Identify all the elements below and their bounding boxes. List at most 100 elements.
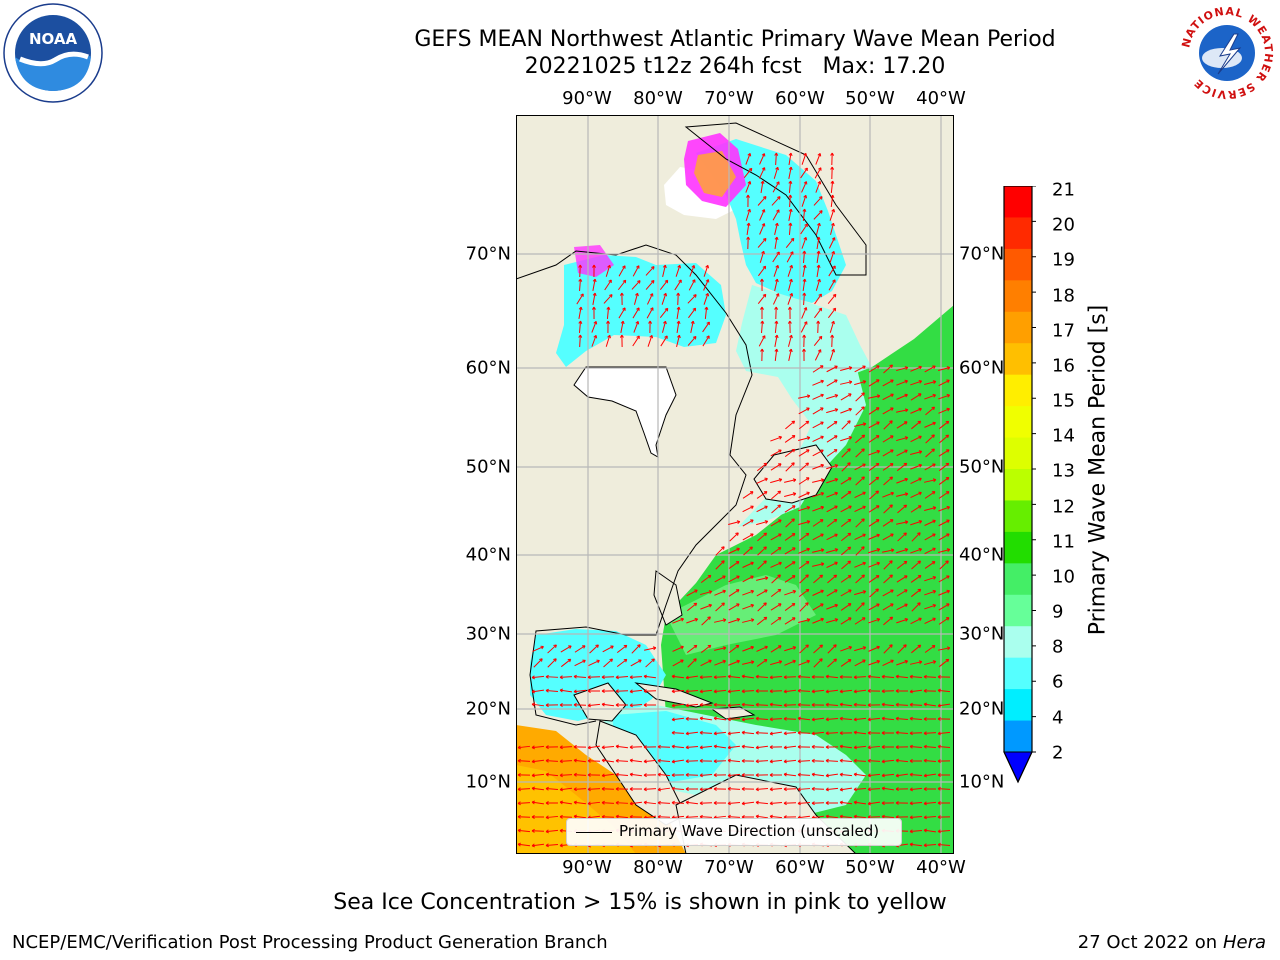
wave-arrow-head: [847, 420, 851, 424]
wave-arrow: [727, 703, 741, 707]
wave-arrow-head: [876, 603, 880, 607]
wave-arrow: [797, 788, 811, 790]
wave-arrow: [854, 423, 866, 427]
wave-arrow-head: [671, 703, 676, 708]
wave-arrow: [910, 588, 922, 598]
wave-arrow-head: [690, 320, 695, 325]
wave-arrow: [896, 575, 908, 583]
wave-arrow: [532, 646, 544, 652]
gulf-stream-band: [666, 575, 816, 655]
wave-arrow-head: [890, 659, 894, 664]
wave-arrow-head: [517, 772, 521, 777]
wave-arrow-head: [677, 264, 682, 269]
wave-arrow: [826, 365, 838, 373]
wave-arrow-head: [595, 644, 599, 648]
wave-arrow-head: [811, 689, 815, 694]
wave-arrow: [896, 436, 908, 442]
wave-arrow: [868, 435, 880, 443]
wave-arrow: [938, 420, 950, 430]
wave-arrow: [704, 306, 708, 320]
wave-arrow-head: [946, 449, 950, 453]
wave-arrow-head: [694, 617, 699, 622]
wave-arrow-head: [622, 265, 626, 269]
wave-arrow: [713, 731, 727, 735]
wave-arrow: [798, 588, 810, 598]
wave-arrow-head: [791, 420, 796, 425]
wave-arrow: [728, 603, 740, 611]
wave-arrow-head: [531, 843, 535, 848]
wave-arrow: [545, 773, 559, 777]
wave-arrow: [867, 788, 881, 790]
wave-arrow: [816, 236, 820, 250]
wave-arrow: [895, 704, 909, 706]
wave-arrow: [713, 704, 727, 706]
wave-arrow-head: [806, 659, 810, 664]
wave-arrow: [587, 745, 601, 749]
wave-arrow: [840, 381, 852, 385]
wave-arrow: [814, 167, 822, 179]
wave-arrow-head: [825, 758, 829, 763]
wave-arrow: [798, 506, 810, 512]
wave-arrow: [909, 689, 923, 693]
wave-arrow: [938, 575, 950, 583]
wave-arrow-head: [792, 646, 797, 650]
wave-arrow-head: [904, 393, 908, 398]
wave-arrow: [760, 180, 764, 194]
wave-arrow: [788, 167, 792, 179]
wave-arrow-head: [805, 602, 809, 606]
wave-arrow: [813, 644, 823, 654]
wave-arrow-head: [601, 800, 605, 805]
wave-arrow: [798, 449, 810, 457]
wave-arrow: [925, 448, 935, 458]
wave-arrow: [685, 801, 699, 805]
lat-tick-right-10n: 10°N: [959, 771, 1005, 793]
wave-arrow-head: [861, 448, 865, 452]
wave-arrow-head: [867, 674, 871, 679]
wave-arrow-head: [671, 773, 675, 778]
wave-arrow: [911, 602, 921, 612]
wave-arrow: [643, 788, 657, 790]
wave-arrow-head: [853, 745, 857, 750]
wave-arrow-head: [629, 772, 633, 777]
wave-arrow-head: [676, 306, 681, 311]
wave-arrow: [853, 731, 867, 735]
wave-arrow-head: [904, 520, 909, 525]
wave-arrow: [727, 731, 741, 735]
wave-arrow: [896, 618, 908, 624]
wave-arrow-head: [791, 462, 795, 466]
wave-arrow-head: [699, 689, 703, 694]
wave-arrow: [854, 380, 866, 386]
wave-arrow-head: [923, 702, 928, 707]
wave-arrow: [573, 759, 587, 763]
wave-arrow: [727, 788, 741, 790]
wave-arrow: [685, 760, 699, 762]
wave-arrow-head: [932, 617, 936, 622]
wave-arrow: [812, 380, 824, 386]
wave-arrow: [629, 689, 643, 693]
wave-arrow-head: [727, 758, 731, 763]
wave-arrow: [686, 618, 698, 624]
colorbar-tick-20: 20: [1052, 214, 1075, 236]
wave-arrow-head: [685, 745, 689, 750]
wave-arrow: [531, 843, 545, 847]
wave-arrow-head: [637, 644, 641, 648]
wave-arrow: [938, 590, 950, 596]
wave-arrow-head: [778, 478, 783, 482]
wave-arrow-head: [803, 236, 808, 241]
wave-arrow-head: [946, 533, 950, 537]
wave-arrow-head: [890, 407, 894, 411]
wave-arrow-head: [918, 491, 922, 496]
wave-arrow-head: [918, 393, 922, 397]
wave-arrow: [855, 434, 865, 444]
wave-arrow: [816, 264, 820, 278]
wave-arrow-head: [755, 716, 759, 721]
wave-arrow-head: [825, 689, 829, 694]
wave-arrow-head: [517, 814, 521, 819]
wave-arrow-head: [875, 575, 880, 579]
colorbar-bin: [1004, 500, 1032, 533]
wave-arrow-head: [755, 674, 759, 679]
wave-arrow-head: [923, 801, 927, 806]
wave-arrow: [924, 507, 936, 511]
wave-arrow: [853, 801, 867, 805]
wave-arrow-head: [833, 574, 838, 579]
